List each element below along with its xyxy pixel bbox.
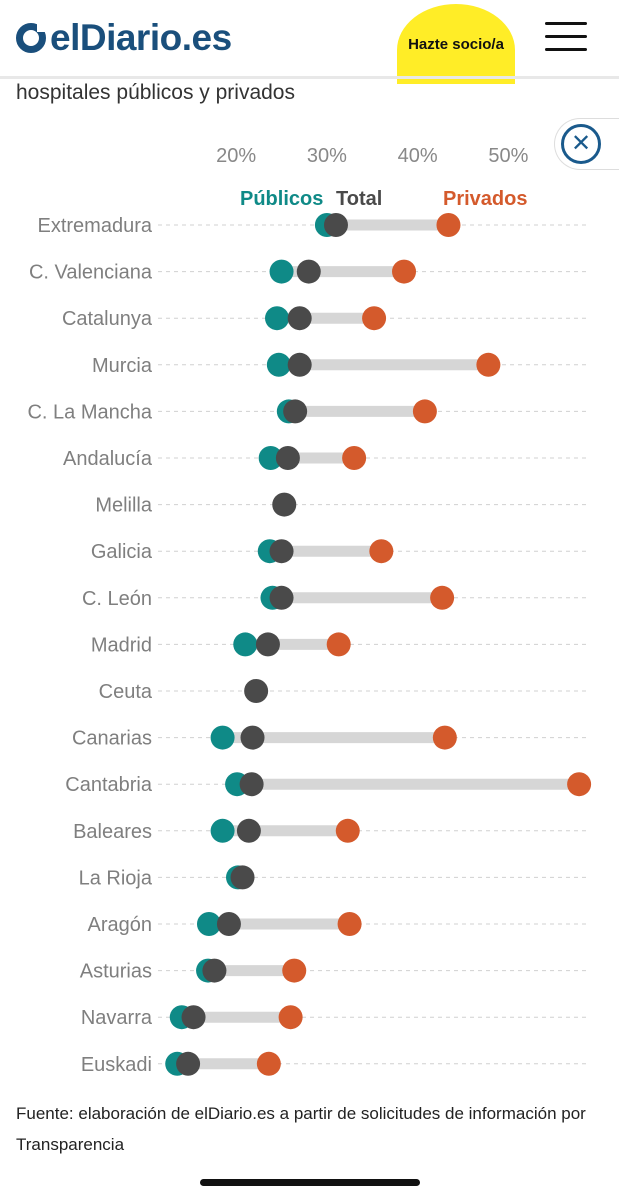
region-label: Andalucía	[63, 448, 153, 470]
legend-total: Total	[336, 188, 382, 210]
region-label: C. La Mancha	[27, 401, 152, 423]
x-tick-label: 30%	[307, 145, 347, 167]
region-label: C. Valenciana	[29, 262, 153, 284]
dot-publicos	[233, 632, 258, 657]
x-tick-label: 50%	[488, 145, 528, 167]
dot-publicos	[196, 912, 221, 936]
chart-source: Fuente: elaboración de elDiario.es a par…	[16, 1104, 586, 1154]
region-label: Galicia	[91, 541, 153, 563]
dot-total	[296, 259, 321, 284]
dot-privados	[342, 446, 367, 470]
region-label: Cantabria	[65, 774, 153, 796]
site-header: elDiario.es Hazte socio/a	[0, 0, 619, 84]
dot-privados	[337, 912, 362, 936]
dot-total	[181, 1005, 206, 1030]
dot-total	[283, 399, 308, 424]
dot-total	[287, 352, 312, 377]
region-label: Euskadi	[81, 1054, 152, 1076]
dot-total	[230, 865, 255, 890]
dot-total	[240, 725, 265, 750]
logo-text: elDiario.es	[50, 17, 232, 58]
dot-publicos	[265, 306, 290, 331]
dot-total	[239, 772, 264, 797]
dot-privados	[430, 585, 455, 610]
dot-total	[216, 912, 241, 936]
close-panel: ✕	[554, 118, 619, 170]
dot-total	[176, 1051, 201, 1076]
dot-total	[269, 539, 294, 564]
chart-subtitle: hospitales públicos y privados	[16, 81, 295, 104]
region-label: Baleares	[73, 821, 152, 843]
dot-privados	[282, 958, 307, 983]
region-label: Murcia	[92, 355, 153, 377]
region-label: Asturias	[80, 961, 152, 983]
region-label: Madrid	[91, 634, 152, 656]
dot-total	[236, 818, 261, 843]
header-divider	[0, 76, 619, 79]
legend-publicos: Públicos	[240, 188, 323, 210]
dot-publicos	[258, 446, 283, 470]
logo-icon	[16, 23, 46, 53]
dot-privados	[369, 539, 394, 564]
dot-privados	[335, 818, 360, 843]
home-indicator	[200, 1179, 420, 1186]
region-label: Extremadura	[38, 215, 153, 237]
x-tick-label: 40%	[398, 145, 438, 167]
dot-privados	[278, 1005, 303, 1030]
region-label: Aragón	[88, 914, 153, 936]
legend-privados: Privados	[443, 188, 527, 210]
dot-privados	[392, 259, 417, 284]
dot-privados	[436, 213, 461, 237]
site-logo[interactable]: elDiario.es	[16, 14, 232, 62]
region-label: Melilla	[95, 495, 153, 517]
close-icon[interactable]: ✕	[561, 124, 601, 164]
dot-privados	[362, 306, 387, 331]
x-tick-label: 20%	[216, 145, 256, 167]
dot-total	[244, 679, 269, 703]
region-label: Catalunya	[62, 308, 153, 330]
dot-privados	[432, 725, 457, 750]
dot-privados	[476, 352, 501, 377]
dot-total	[323, 213, 348, 237]
dot-privados	[326, 632, 351, 657]
dot-privados	[412, 399, 437, 424]
dot-publicos	[266, 352, 291, 377]
dot-total	[255, 632, 280, 657]
dot-publicos	[210, 818, 235, 843]
dot-privados	[256, 1051, 281, 1076]
region-label: Canarias	[72, 728, 152, 750]
dot-total	[287, 306, 312, 331]
dot-publicos	[269, 259, 294, 284]
region-label: La Rioja	[79, 867, 153, 889]
region-label: Ceuta	[99, 681, 153, 703]
region-label: C. León	[82, 588, 152, 610]
dumbbell-chart: 20% 30% 40% 50% Públicos Total Privados Extrema…	[27, 145, 592, 1076]
hazte-socio-button[interactable]: Hazte socio/a	[397, 4, 515, 84]
region-label: Navarra	[81, 1007, 153, 1029]
dot-privados	[567, 772, 592, 797]
dot-total	[272, 492, 297, 517]
dot-total	[269, 585, 294, 610]
dot-total	[275, 446, 300, 470]
dot-total	[202, 958, 227, 983]
hamburger-icon[interactable]	[545, 20, 587, 52]
dot-publicos	[210, 725, 235, 750]
